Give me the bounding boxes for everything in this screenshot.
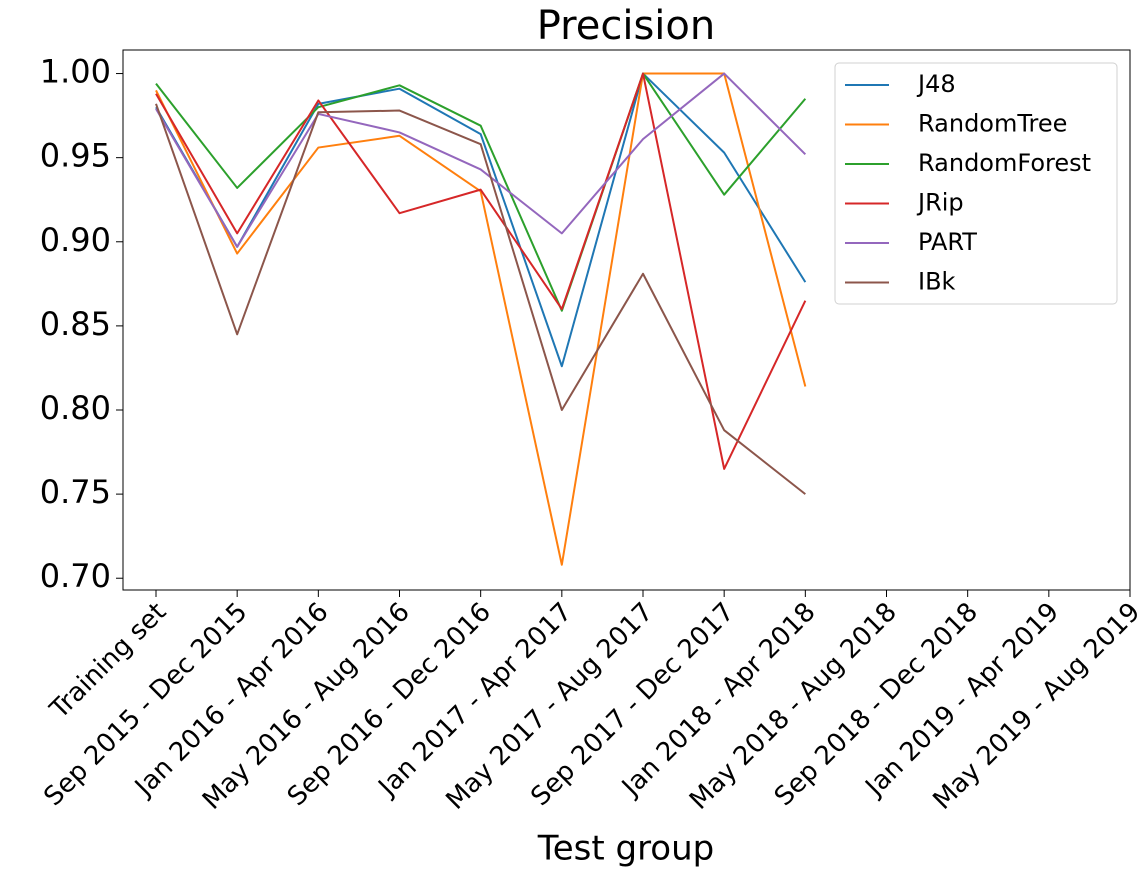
plot-frame xyxy=(122,49,1131,591)
legend-label: RandomForest xyxy=(918,149,1091,177)
y-tick-label: 0.85 xyxy=(40,305,111,343)
y-tick-label: 0.80 xyxy=(40,389,111,427)
legend-label: PART xyxy=(918,228,977,256)
chart-title: Precision xyxy=(537,3,715,49)
y-tick-label: 0.75 xyxy=(40,473,111,511)
y-tick-label: 0.95 xyxy=(40,137,111,175)
series-line xyxy=(155,72,807,368)
legend-box xyxy=(834,62,1118,305)
y-tick-label: 0.90 xyxy=(40,221,111,259)
x-axis-label: Test group xyxy=(537,829,715,869)
series-line xyxy=(155,72,807,312)
legend-label: JRip xyxy=(916,189,964,217)
series-line xyxy=(155,72,807,248)
y-tick-label: 0.70 xyxy=(40,557,111,595)
legend-label: J48 xyxy=(916,70,956,98)
legend-label: RandomTree xyxy=(918,110,1067,138)
series-line xyxy=(155,103,806,495)
series-line xyxy=(155,72,807,470)
y-tick-label: 1.00 xyxy=(40,53,111,91)
legend-label: IBk xyxy=(918,268,956,296)
